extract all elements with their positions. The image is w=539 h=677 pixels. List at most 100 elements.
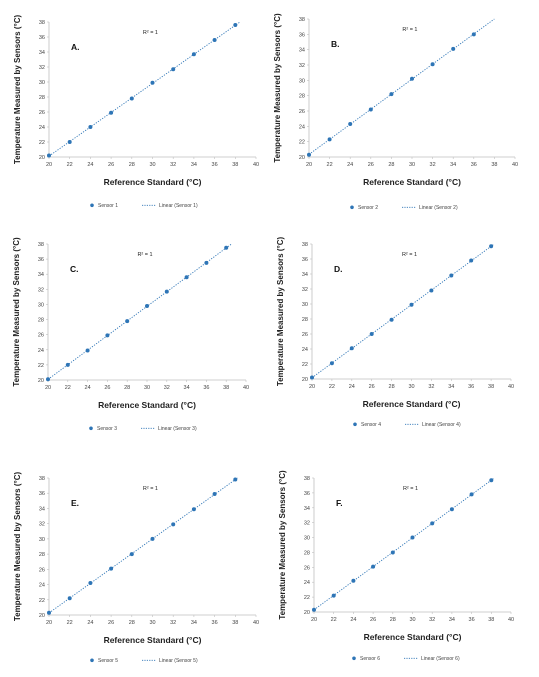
- data-point: [390, 550, 395, 555]
- y-tick-label: 20: [39, 155, 45, 161]
- y-tick-label: 34: [38, 272, 44, 278]
- data-point: [171, 67, 176, 72]
- data-point: [469, 492, 474, 497]
- data-point: [351, 578, 356, 583]
- x-tick-label: 26: [368, 162, 374, 168]
- x-tick-label: 40: [512, 162, 518, 168]
- x-tick-label: 36: [469, 617, 475, 623]
- data-point: [389, 317, 394, 322]
- legend-series-label: Sensor 5: [98, 658, 118, 664]
- y-tick-label: 36: [39, 491, 45, 497]
- x-tick-label: 26: [370, 617, 376, 623]
- y-tick-label: 38: [299, 17, 305, 23]
- y-tick-label: 20: [299, 155, 305, 161]
- data-point: [430, 521, 435, 526]
- data-point: [409, 302, 414, 307]
- x-tick-label: 32: [429, 617, 435, 623]
- x-tick-label: 20: [46, 620, 52, 626]
- y-tick-label: 22: [39, 598, 45, 604]
- x-tick-label: 38: [488, 617, 494, 623]
- x-tick-label: 34: [449, 617, 455, 623]
- y-tick-label: 26: [39, 110, 45, 116]
- x-tick-label: 36: [212, 162, 218, 168]
- x-tick-label: 28: [129, 620, 135, 626]
- y-tick-label: 22: [38, 363, 44, 369]
- x-tick-label: 36: [471, 162, 477, 168]
- data-point: [389, 92, 394, 97]
- x-tick-label: 30: [409, 617, 415, 623]
- y-tick-label: 22: [304, 595, 310, 601]
- data-point: [171, 522, 176, 527]
- y-tick-label: 24: [304, 580, 310, 586]
- data-point: [212, 491, 217, 496]
- y-tick-label: 36: [304, 491, 310, 497]
- data-point: [449, 507, 454, 512]
- y-tick-label: 36: [299, 32, 305, 38]
- data-point: [489, 244, 494, 249]
- y-axis-label: Temperature Measured by Sensors (°C): [12, 237, 21, 387]
- x-tick-label: 28: [389, 384, 395, 390]
- y-tick-label: 30: [304, 536, 310, 542]
- y-tick-label: 20: [38, 378, 44, 384]
- x-tick-label: 34: [448, 384, 454, 390]
- data-point: [410, 76, 414, 81]
- x-tick-label: 40: [253, 162, 259, 168]
- x-tick-label: 36: [212, 620, 218, 626]
- r-squared-annotation: R² = 1: [402, 27, 417, 33]
- legend-series-label: Sensor 4: [361, 422, 381, 428]
- legend-trendline-label: Linear (Sensor 4): [422, 422, 461, 428]
- chart-panel-d: 20 22 24 26 28 30 32 34 36 38 40 20 22 24 26 28 30 32 34 36…: [276, 237, 514, 428]
- r-squared-annotation: R² = 1: [143, 486, 158, 492]
- legend-marker: [350, 205, 354, 210]
- x-tick-label: 34: [450, 162, 456, 168]
- x-axis-label: Reference Standard (°C): [104, 177, 202, 187]
- x-axis-label: Reference Standard (°C): [363, 399, 461, 409]
- y-tick-label: 34: [39, 50, 45, 56]
- x-tick-label: 32: [170, 162, 176, 168]
- x-tick-label: 20: [306, 162, 312, 168]
- data-point: [369, 332, 374, 336]
- x-tick-label: 40: [243, 385, 249, 391]
- data-point: [331, 593, 336, 598]
- data-point: [88, 581, 93, 586]
- y-axis-label: Temperature Measured by Sensors (°C): [278, 470, 287, 620]
- x-tick-label: 28: [124, 385, 130, 391]
- x-tick-label: 30: [409, 162, 415, 168]
- y-tick-label: 34: [299, 48, 305, 54]
- trendline: [48, 477, 238, 614]
- x-tick-label: 34: [191, 162, 197, 168]
- x-axis-label: Reference Standard (°C): [364, 632, 462, 642]
- r-squared-annotation: R² = 1: [137, 252, 152, 258]
- data-point: [469, 258, 474, 263]
- y-tick-label: 34: [39, 506, 45, 512]
- panel-label: B.: [331, 39, 340, 49]
- data-point: [125, 319, 130, 324]
- x-tick-label: 24: [87, 620, 93, 626]
- legend-marker: [89, 426, 93, 431]
- x-tick-label: 22: [67, 620, 73, 626]
- data-point: [224, 245, 229, 250]
- legend-trendline-label: Linear (Sensor 1): [159, 203, 198, 209]
- x-tick-label: 38: [488, 384, 494, 390]
- data-point: [67, 596, 72, 601]
- x-tick-label: 24: [347, 162, 353, 168]
- x-axis-label: Reference Standard (°C): [98, 400, 196, 410]
- trendline: [308, 18, 495, 155]
- data-point: [371, 564, 376, 569]
- y-tick-label: 34: [304, 506, 310, 512]
- y-tick-label: 26: [302, 332, 308, 338]
- data-point: [204, 260, 209, 265]
- legend-trendline-label: Linear (Sensor 2): [419, 205, 458, 211]
- y-tick-label: 30: [302, 302, 308, 308]
- y-tick-label: 30: [38, 302, 44, 308]
- y-tick-label: 30: [299, 78, 305, 84]
- data-point: [348, 122, 353, 127]
- y-tick-label: 36: [38, 257, 44, 263]
- data-point: [109, 566, 114, 571]
- data-point: [105, 333, 110, 338]
- y-tick-label: 24: [299, 124, 305, 130]
- data-point: [471, 32, 476, 37]
- x-tick-label: 40: [508, 384, 514, 390]
- panel-label: D.: [334, 264, 343, 274]
- y-tick-label: 38: [302, 242, 308, 248]
